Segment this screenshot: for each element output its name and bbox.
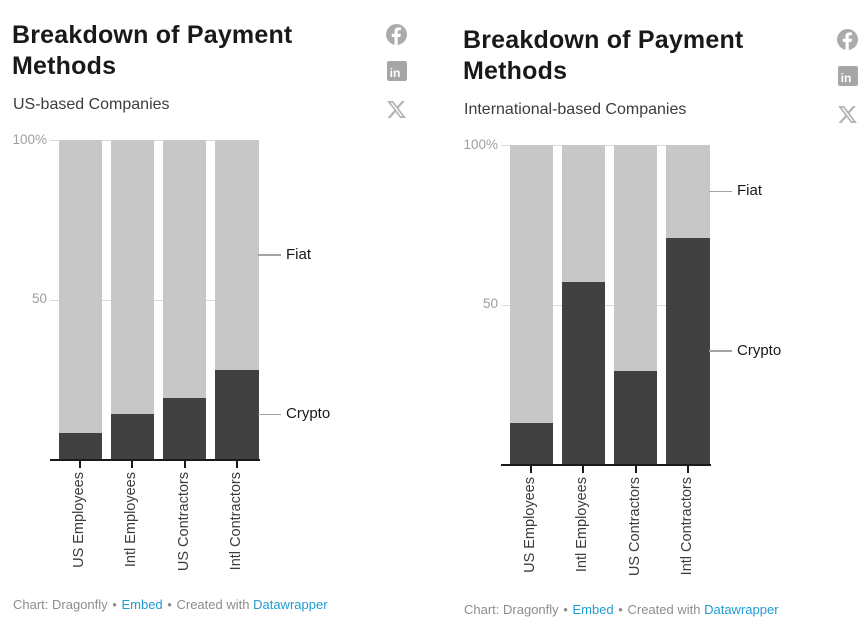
x-axis-tick bbox=[79, 461, 82, 468]
embed-link[interactable]: Embed bbox=[121, 597, 163, 612]
legend-connector-line bbox=[258, 254, 281, 256]
x-axis-line bbox=[49, 459, 260, 461]
chart-title: Breakdown of Payment Methods bbox=[463, 26, 744, 85]
legend-connector-line bbox=[709, 190, 732, 193]
legend-label-crypto: Crypto bbox=[737, 341, 782, 359]
bar-segment-fiat bbox=[58, 140, 102, 434]
embed-link[interactable]: Embed bbox=[572, 602, 614, 617]
x-axis-tick bbox=[183, 461, 186, 468]
legend-connector-line bbox=[258, 413, 281, 416]
footer-separator: • bbox=[112, 597, 117, 612]
x-axis-label: Intl Employees bbox=[574, 477, 591, 573]
y-axis-tick-50: 50 bbox=[482, 296, 498, 311]
bar-segment-crypto bbox=[110, 414, 155, 459]
x-axis-label: Intl Employees bbox=[123, 472, 140, 568]
gridline bbox=[50, 140, 259, 141]
x-axis-label: US Contractors bbox=[626, 477, 643, 577]
bar-segment-crypto bbox=[215, 369, 259, 459]
bar-segment-fiat bbox=[162, 140, 207, 399]
bar-segment-fiat bbox=[613, 145, 658, 372]
bar-segment-fiat bbox=[509, 145, 553, 423]
plot-area: 100% 50 US Employees Intl Employees US Con… bbox=[451, 5, 868, 623]
chart-title: Breakdown of Payment Methods bbox=[12, 21, 293, 80]
x-axis-tick bbox=[131, 461, 134, 468]
plot-area: 100% 50 US Employees Intl Employees US Con… bbox=[0, 0, 434, 618]
bar-segment-crypto bbox=[561, 282, 606, 464]
datawrapper-link[interactable]: Datawrapper bbox=[704, 602, 779, 617]
legend-label-fiat: Fiat bbox=[737, 182, 763, 200]
y-axis-tick-100: 100% bbox=[463, 137, 498, 152]
x-axis-label: US Employees bbox=[71, 472, 88, 568]
footer-separator: • bbox=[167, 597, 172, 612]
x-icon[interactable] bbox=[386, 99, 407, 120]
x-icon[interactable] bbox=[837, 104, 858, 125]
svg-text:in: in bbox=[390, 66, 401, 80]
facebook-icon[interactable] bbox=[386, 24, 407, 45]
x-axis-label: Intl Contractors bbox=[678, 477, 695, 576]
bar-segment-crypto bbox=[58, 433, 102, 459]
chart-subtitle: International-based Companies bbox=[464, 101, 687, 118]
bar-segment-crypto bbox=[613, 371, 658, 464]
chart-card-us-based: Breakdown of Payment Methods US-based Co… bbox=[0, 0, 434, 618]
x-axis-tick bbox=[634, 466, 637, 473]
chart-footer: Chart: Dragonfly • Embed • Created with … bbox=[13, 597, 328, 612]
y-axis-tick-50: 50 bbox=[31, 291, 47, 306]
x-axis-label: Intl Contractors bbox=[227, 472, 244, 571]
gridline bbox=[50, 299, 259, 301]
linkedin-icon[interactable]: in bbox=[838, 66, 858, 86]
gridline bbox=[501, 304, 710, 306]
chart-card-international-based: Breakdown of Payment Methods Internation… bbox=[434, 0, 868, 618]
legend-connector-line bbox=[709, 350, 732, 352]
x-axis-tick bbox=[530, 466, 533, 473]
bar-segment-crypto bbox=[162, 398, 207, 459]
x-axis-tick bbox=[582, 466, 585, 473]
legend-label-crypto: Crypto bbox=[286, 405, 331, 423]
footer-created: Created with bbox=[176, 597, 250, 612]
x-axis-label: US Contractors bbox=[175, 472, 192, 572]
x-axis-tick bbox=[235, 461, 238, 468]
share-buttons: in bbox=[386, 24, 408, 124]
footer-separator: • bbox=[618, 602, 623, 617]
x-axis-tick bbox=[686, 466, 689, 473]
bar-segment-fiat bbox=[110, 140, 155, 415]
x-axis-line bbox=[500, 464, 711, 466]
gridline bbox=[501, 145, 710, 146]
footer-separator: • bbox=[563, 602, 568, 617]
legend-label-fiat: Fiat bbox=[286, 245, 312, 263]
bar-segment-fiat bbox=[561, 145, 606, 283]
svg-text:in: in bbox=[841, 71, 852, 85]
datawrapper-link[interactable]: Datawrapper bbox=[253, 597, 328, 612]
bar-segment-crypto bbox=[509, 422, 553, 464]
chart-subtitle: US-based Companies bbox=[13, 96, 170, 113]
facebook-icon[interactable] bbox=[837, 29, 858, 50]
y-axis-tick-100: 100% bbox=[12, 132, 47, 147]
footer-source: Chart: Dragonfly bbox=[464, 602, 559, 617]
footer-created: Created with bbox=[627, 602, 701, 617]
bar-segment-crypto bbox=[666, 237, 710, 464]
x-axis-label: US Employees bbox=[522, 477, 539, 573]
share-buttons: in bbox=[837, 29, 859, 129]
chart-footer: Chart: Dragonfly • Embed • Created with … bbox=[464, 602, 779, 617]
linkedin-icon[interactable]: in bbox=[387, 61, 407, 81]
bar-segment-fiat bbox=[215, 140, 259, 370]
footer-source: Chart: Dragonfly bbox=[13, 597, 108, 612]
bar-segment-fiat bbox=[666, 145, 710, 238]
